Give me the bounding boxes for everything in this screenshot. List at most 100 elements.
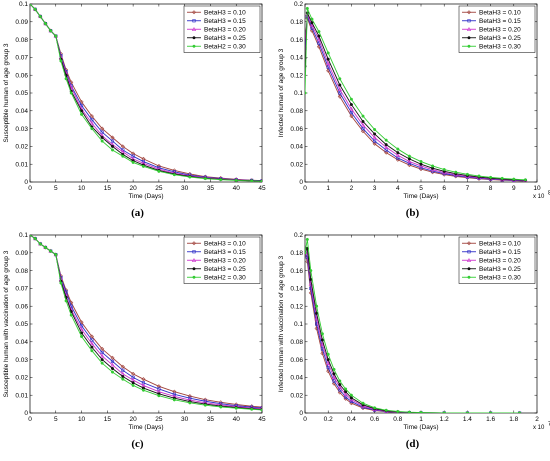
series-2-point bbox=[79, 324, 84, 328]
chart-panel-b: 0 1 2 3 4 5 6 7 8 9 10 0 0.02 0.04 0.06 0.08 0.1 0.12 0.14… bbox=[275, 0, 550, 230]
series-5-point bbox=[54, 253, 58, 257]
caption-a: (a) bbox=[131, 207, 144, 219]
chart-panel-d: 0 0.2 0.4 0.6 0.8 1 1.2 1.4 1.6 1.8 2 0 0.02 0.04 0.06… bbox=[275, 231, 550, 461]
series-5-point bbox=[338, 77, 342, 81]
x-tick-label: 4 bbox=[396, 185, 400, 192]
chart-a-svg: 0 5 10 15 20 25 30 35 40 45 0 0.01 0.02 0.03 0.04 0.05 0… bbox=[3, 1, 266, 200]
series-5-point bbox=[442, 168, 446, 172]
chart-c-svg: 0 5 10 15 20 25 30 35 40 45 0 0.01 0.02 0.03 0.04 0.05 0… bbox=[3, 232, 266, 431]
y-tick-label: 0.06 bbox=[15, 72, 28, 79]
x-exponent-label: x 10 bbox=[533, 425, 545, 431]
series-4-point bbox=[419, 162, 423, 166]
y-tick-label: 0.18 bbox=[290, 250, 303, 257]
y-tick-label: 0.1 bbox=[19, 232, 28, 239]
series-5-point bbox=[344, 387, 348, 391]
series-2-point bbox=[332, 379, 336, 383]
y-tick-label: 0.01 bbox=[15, 161, 28, 168]
legend-marker-5 bbox=[467, 44, 471, 48]
x-tick-label: 7 bbox=[466, 185, 470, 192]
x-tick-label: 0 bbox=[28, 185, 32, 192]
series-5-point bbox=[234, 406, 238, 410]
series-2-point bbox=[121, 368, 125, 372]
legend-marker-1 bbox=[466, 10, 472, 15]
series-5-point bbox=[188, 175, 192, 179]
chart-panel-c: 0 5 10 15 20 25 30 35 40 45 0 0.01 0.02 0.03 0.04 0.05 0… bbox=[0, 231, 275, 461]
y-tick-label: 0.09 bbox=[15, 19, 28, 26]
series-2-point bbox=[373, 139, 377, 143]
x-tick-label: 8 bbox=[489, 185, 493, 192]
series-2-point bbox=[90, 338, 94, 342]
y-tick-label: 0.1 bbox=[19, 1, 28, 8]
y-axis-label: Infected human of age group 3 bbox=[278, 48, 285, 137]
series-5-point bbox=[30, 4, 32, 6]
caption-c: (c) bbox=[131, 438, 144, 450]
y-tick-label: 0.06 bbox=[290, 357, 303, 364]
x-tick-label: 1 bbox=[419, 416, 423, 423]
series-5-point bbox=[260, 408, 262, 412]
series-5-point bbox=[30, 235, 32, 237]
series-5-point bbox=[305, 91, 307, 95]
x-tick-label: 2 bbox=[350, 185, 354, 192]
series-2-point bbox=[110, 139, 115, 143]
y-tick-label: 0.03 bbox=[15, 357, 28, 364]
x-axis-label: Time (Days) bbox=[128, 424, 163, 431]
legend-label-5: BetaH3 = 0.30 bbox=[479, 43, 521, 50]
x-tick-label: 20 bbox=[129, 185, 137, 192]
x-tick-label: 40 bbox=[233, 416, 241, 423]
series-1-point bbox=[100, 346, 105, 351]
legend-marker-5 bbox=[467, 275, 471, 279]
series-2-point bbox=[349, 111, 353, 115]
series-3-point bbox=[309, 23, 315, 27]
series-1-point bbox=[120, 364, 125, 369]
legend-label-5: BetaH2 = 0.30 bbox=[204, 43, 246, 50]
y-tick-label: 0.04 bbox=[290, 375, 303, 382]
series-5-point bbox=[141, 164, 145, 168]
series-5-point bbox=[157, 169, 161, 173]
x-tick-label: 30 bbox=[181, 416, 189, 423]
x-tick-label: 0 bbox=[303, 416, 307, 423]
y-tick-label: 0.02 bbox=[290, 161, 303, 168]
x-tick-label: 15 bbox=[104, 185, 112, 192]
series-3-point bbox=[430, 167, 435, 172]
series-5-point bbox=[407, 154, 411, 158]
x-tick-label: 1.6 bbox=[486, 416, 495, 423]
series-5-point bbox=[349, 393, 353, 397]
series-1-point bbox=[89, 334, 94, 339]
series-5-point bbox=[305, 251, 307, 255]
x-exponent-label: x 10 bbox=[533, 194, 545, 200]
legend-label-1: BetaH3 = 0.10 bbox=[479, 9, 521, 16]
y-tick-label: 0.05 bbox=[15, 90, 28, 97]
series-5-point bbox=[250, 179, 254, 182]
series-1-point bbox=[349, 114, 354, 119]
series-5-point bbox=[59, 281, 63, 285]
series-2-point bbox=[407, 161, 411, 165]
series-1-point bbox=[120, 144, 125, 149]
series-3-point bbox=[316, 37, 322, 42]
series-4-point bbox=[131, 381, 135, 385]
series-5-point bbox=[384, 138, 388, 142]
series-5-point bbox=[373, 127, 377, 132]
legend-label-4: BetaH3 = 0.25 bbox=[204, 35, 246, 42]
series-2-point bbox=[100, 130, 104, 134]
series-4-point bbox=[320, 338, 324, 342]
legend-label-4: BetaH3 = 0.25 bbox=[204, 266, 246, 273]
series-5-point bbox=[33, 7, 37, 11]
series-5-point bbox=[260, 179, 262, 182]
series-5-point bbox=[90, 349, 94, 353]
series-5-point bbox=[396, 409, 400, 413]
x-axis-label: Time (Days) bbox=[403, 193, 438, 200]
y-tick-label: 0.07 bbox=[15, 55, 28, 62]
series-5-point bbox=[465, 172, 469, 176]
series-5-point bbox=[349, 97, 353, 101]
y-tick-label: 0.02 bbox=[15, 375, 28, 382]
y-tick-label: 0 bbox=[24, 410, 28, 417]
y-tick-label: 0.08 bbox=[290, 339, 303, 346]
series-1-point bbox=[337, 94, 342, 99]
chart-d-svg: 0 0.2 0.4 0.6 0.8 1 1.2 1.4 1.6 1.8 2 0 0.02 0.04 0.06… bbox=[278, 232, 550, 431]
series-4-point bbox=[396, 151, 400, 155]
series-1-point bbox=[100, 126, 105, 131]
legend-marker-2 bbox=[192, 250, 196, 254]
series-3-point bbox=[79, 327, 84, 331]
x-tick-label: 0.6 bbox=[370, 416, 379, 423]
y-tick-label: 0 bbox=[299, 179, 303, 186]
